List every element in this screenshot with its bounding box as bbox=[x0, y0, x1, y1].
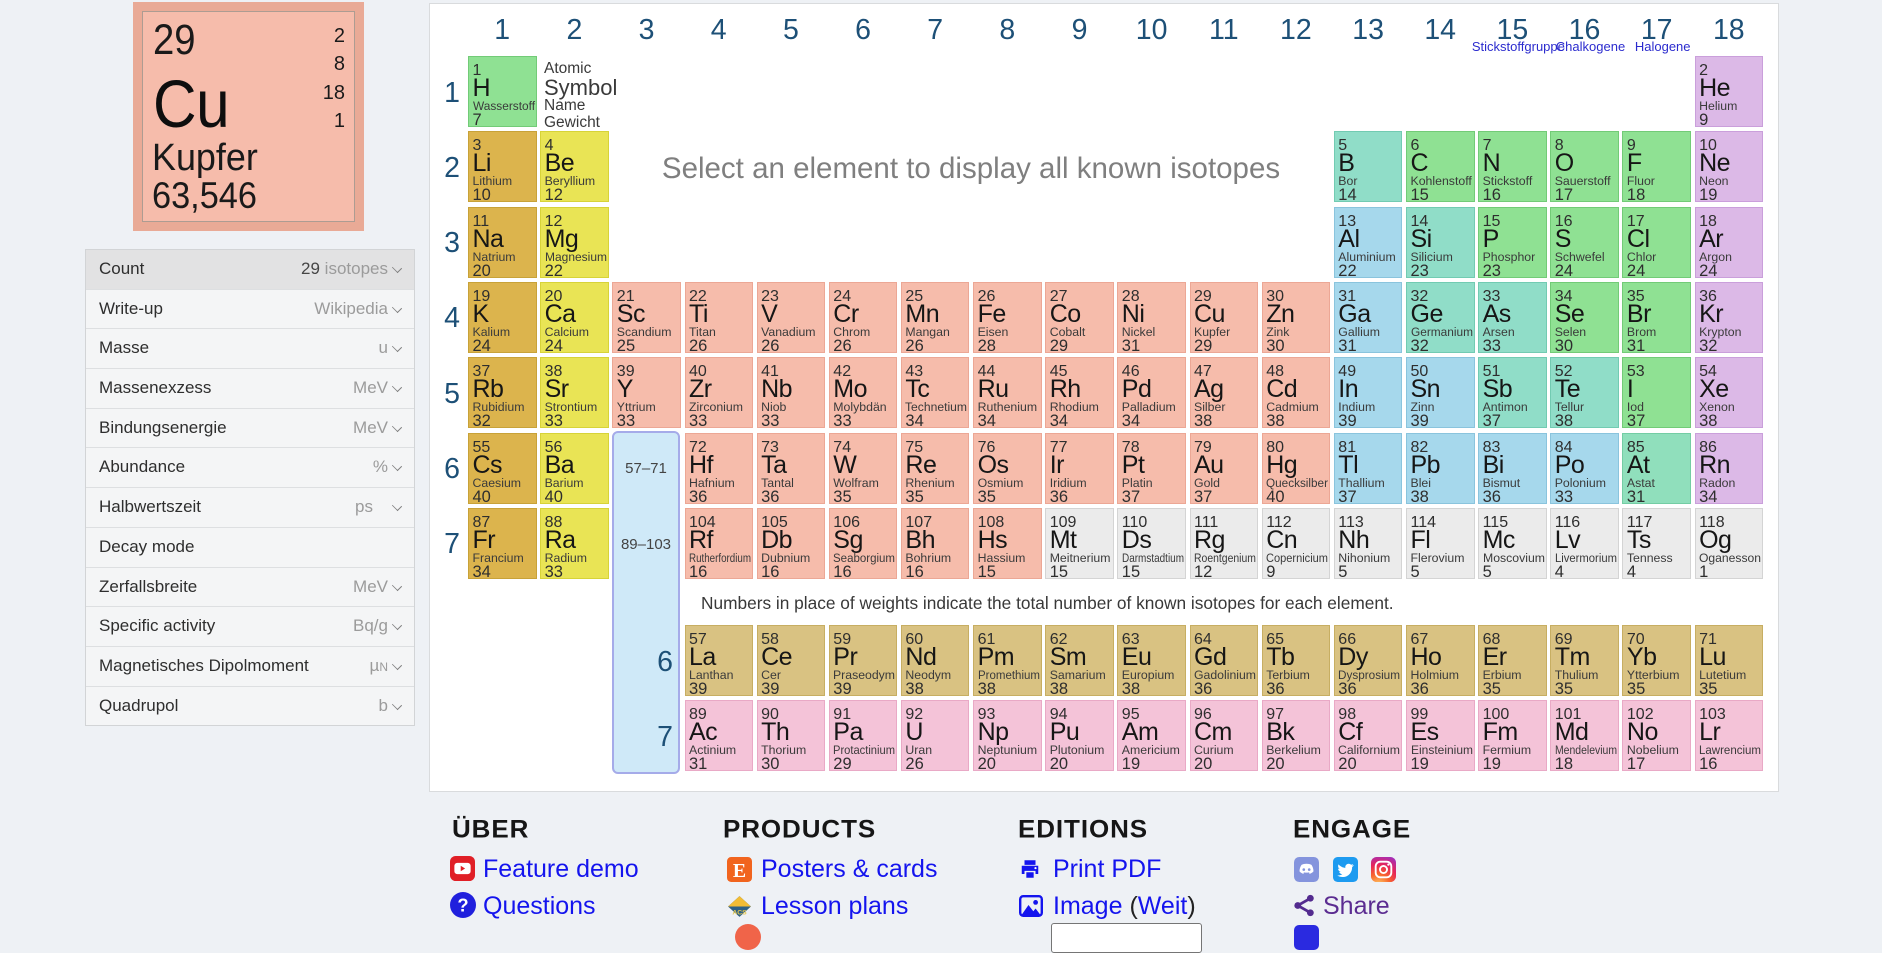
svg-text:?: ? bbox=[457, 895, 468, 916]
svg-text:E: E bbox=[733, 860, 746, 882]
svg-text:ACS: ACS bbox=[732, 909, 747, 916]
